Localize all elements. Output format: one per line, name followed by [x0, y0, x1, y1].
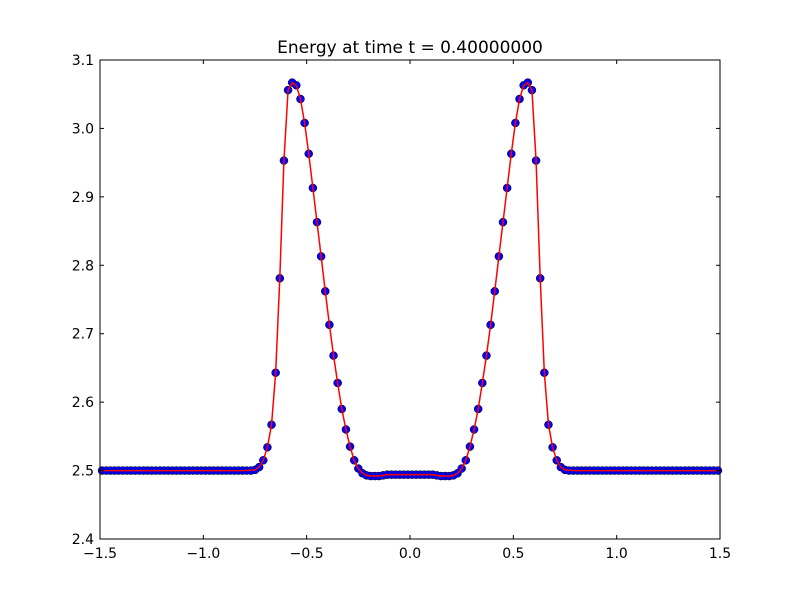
marker-series: [97, 78, 723, 481]
y-tick-label: 3.0: [72, 121, 94, 137]
x-tick-labels: −1.5 −1.0 −0.5 0.0 0.5 1.0 1.5: [83, 546, 731, 562]
x-tick-label: 1.0: [606, 546, 628, 562]
y-tick-label: 2.9: [72, 190, 94, 206]
x-tick-label: −0.5: [290, 546, 324, 562]
plot-frame: [99, 59, 721, 540]
series-line: [100, 81, 720, 477]
chart-title: Energy at time t = 0.40000000: [277, 38, 543, 58]
y-tick-label: 2.8: [72, 258, 94, 274]
y-tick-label: 2.7: [72, 327, 94, 343]
y-tick-label: 3.1: [72, 53, 94, 69]
y-tick-labels: 2.4 2.5 2.6 2.7 2.8 2.9 3.0 3.1: [72, 53, 94, 548]
x-tick-label: −1.5: [83, 546, 117, 562]
y-tick-label: 2.6: [72, 395, 94, 411]
x-tick-label: 1.5: [709, 546, 731, 562]
x-tick-label: −1.0: [186, 546, 220, 562]
y-tick-label: 2.4: [72, 532, 94, 548]
y-tick-label: 2.5: [72, 464, 94, 480]
x-tick-label: 0.5: [502, 546, 524, 562]
line-series: [100, 81, 720, 477]
x-tick-label: 0.0: [399, 546, 421, 562]
